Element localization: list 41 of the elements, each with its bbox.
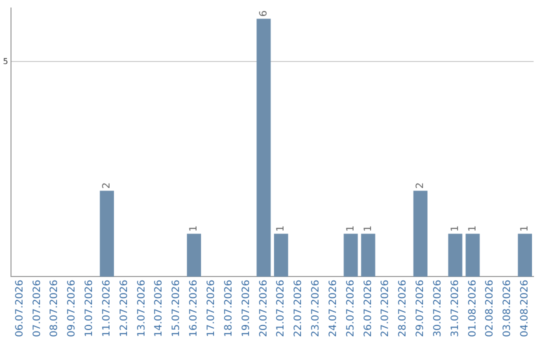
x-tick-label: 23.07.2026	[310, 280, 322, 338]
x-tick-label: 16.07.2026	[188, 280, 200, 338]
data-label: 2	[101, 182, 112, 189]
data-label: 1	[345, 225, 356, 232]
x-tick-label: 28.07.2026	[398, 280, 409, 338]
x-tick-label: 24.07.2026	[328, 280, 339, 338]
x-tick-label: 04.08.2026	[520, 280, 531, 338]
data-label: 1	[276, 225, 287, 232]
x-tick-label: 31.07.2026	[450, 280, 461, 338]
data-label: 1	[450, 225, 461, 232]
x-tick-label: 08.07.2026	[49, 280, 60, 338]
x-tick-label: 13.07.2026	[136, 280, 148, 338]
x-tick-label: 06.07.2026	[14, 280, 26, 338]
data-label: 1	[467, 225, 478, 232]
x-tick-label: 12.07.2026	[118, 280, 130, 338]
x-tick-label: 09.07.2026	[66, 280, 78, 338]
x-tick-label: 20.07.2026	[258, 280, 270, 338]
x-tick-label: 10.07.2026	[84, 280, 96, 338]
x-tick-label: 07.07.2026	[32, 280, 43, 338]
x-tick-label: 02.08.2026	[484, 280, 496, 338]
x-tick-label: 15.07.2026	[171, 280, 182, 338]
data-label: 1	[188, 225, 200, 232]
x-tick-label: 01.08.2026	[467, 280, 478, 338]
x-tick-label: 29.07.2026	[415, 280, 426, 338]
y-tick-label: 5	[2, 56, 8, 66]
x-tick-label: 25.07.2026	[345, 280, 356, 338]
data-label: 6	[258, 10, 270, 17]
x-tick-label: 27.07.2026	[380, 280, 392, 338]
x-tick-label: 17.07.2026	[206, 280, 217, 338]
data-label: 1	[362, 225, 374, 232]
data-label: 2	[415, 182, 426, 189]
x-tick-label: 30.07.2026	[432, 280, 444, 338]
x-tick-label: 14.07.2026	[154, 280, 165, 338]
x-tick-label: 11.07.2026	[101, 280, 112, 338]
x-tick-label: 19.07.2026	[240, 280, 252, 338]
x-tick-label: 22.07.2026	[293, 280, 304, 338]
x-tick-label: 03.08.2026	[502, 280, 514, 338]
x-tick-label: 21.07.2026	[276, 280, 287, 338]
x-tick-label: 26.07.2026	[362, 280, 374, 338]
data-label: 1	[520, 225, 531, 232]
x-tick-label: 18.07.2026	[223, 280, 234, 338]
